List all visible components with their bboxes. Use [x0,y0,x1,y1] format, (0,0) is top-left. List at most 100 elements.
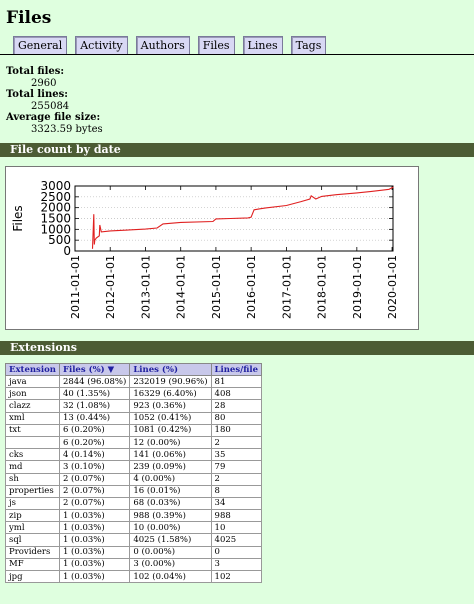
files-cell: 1 (0.03%) [58,533,131,547]
table-row: clazz 32 (1.08%) 923 (0.36%) 28 [5,399,263,413]
ext-cell: txt [5,423,60,437]
ext-cell: sql [5,533,60,547]
section-file-count: File count by date [0,143,474,157]
files-cell: 2844 (96.08%) [58,374,131,389]
tab-lines[interactable]: Lines [242,36,283,55]
table-row: Providers 1 (0.03%) 0 (0.00%) 0 [5,545,263,559]
table-row: md 3 (0.10%) 239 (0.09%) 79 [5,460,263,474]
ext-cell: clazz [5,399,60,413]
tab-files[interactable]: Files [197,36,235,55]
table-row: properties 2 (0.07%) 16 (0.01%) 8 [5,484,263,498]
header-divider [0,54,474,55]
stat-total-files-label: Total files: [6,66,65,77]
lines-per-file-cell: 34 [210,496,263,511]
ext-cell: sh [5,472,60,486]
lines-cell: 232019 (90.96%) [129,374,212,389]
col-extension[interactable]: Extension [5,363,60,376]
table-row: sql 1 (0.03%) 4025 (1.58%) 4025 [5,533,263,547]
lines-per-file-cell: 408 [210,387,263,401]
ext-cell [5,435,60,450]
ext-cell: xml [5,411,60,425]
y-tick-label: 3000 [40,179,71,193]
files-cell: 40 (1.35%) [58,387,131,401]
table-row: txt 6 (0.20%) 1081 (0.42%) 180 [5,423,263,437]
files-cell: 4 (0.14%) [58,448,131,462]
table-row: cks 4 (0.14%) 141 (0.06%) 35 [5,448,263,462]
table-row: MF 1 (0.03%) 3 (0.00%) 3 [5,557,263,572]
ext-cell: zip [5,509,60,523]
lines-cell: 0 (0.00%) [129,545,212,559]
files-cell: 13 (0.44%) [58,411,131,425]
ext-cell: md [5,460,60,474]
y-tick-label: 500 [48,233,71,247]
lines-per-file-cell: 28 [210,399,263,413]
sort-desc-icon: ▼ [107,364,115,375]
files-cell: 2 (0.07%) [58,496,131,511]
col-lines[interactable]: Lines (%) [129,363,212,376]
stat-avg-size-value: 3323.59 bytes [31,123,103,135]
lines-cell: 10 (0.00%) [129,521,212,535]
ext-cell: cks [5,448,60,462]
table-row: sh 2 (0.07%) 4 (0.00%) 2 [5,472,263,486]
section-extensions: Extensions [0,341,474,355]
files-cell: 2 (0.07%) [58,472,131,486]
files-cell: 1 (0.03%) [58,521,131,535]
table-row: 6 (0.20%) 12 (0.00%) 2 [5,435,263,450]
tab-activity[interactable]: Activity [75,36,128,55]
series-line [91,186,394,249]
lines-per-file-cell: 35 [210,448,263,462]
y-tick-label: 2000 [40,201,71,215]
lines-per-file-cell: 79 [210,460,263,474]
table-row: js 2 (0.07%) 68 (0.03%) 34 [5,496,263,511]
x-tick-label: 2012-01-01 [104,255,117,319]
lines-per-file-cell: 8 [210,484,263,498]
lines-cell: 3 (0.00%) [129,557,212,572]
x-tick-label: 2015-01-01 [210,255,223,319]
col-files[interactable]: Files (%) ▼ [58,363,131,376]
table-row: yml 1 (0.03%) 10 (0.00%) 10 [5,521,263,535]
lines-cell: 1052 (0.41%) [129,411,212,425]
x-tick-label: 2014-01-01 [175,255,188,319]
ext-cell: Providers [5,545,60,559]
files-cell: 1 (0.03%) [58,509,131,523]
stat-total-lines-label: Total lines: [6,89,68,100]
tab-tags[interactable]: Tags [290,36,327,55]
page-title: Files [6,8,52,28]
lines-per-file-cell: 180 [210,423,263,437]
lines-cell: 4025 (1.58%) [129,533,212,547]
table-row: xml 13 (0.44%) 1052 (0.41%) 80 [5,411,263,425]
plot-frame [74,185,394,252]
table-row: json 40 (1.35%) 16329 (6.40%) 408 [5,387,263,401]
extensions-table: Extension Files (%) ▼ Lines (%) Lines/fi… [5,363,263,584]
lines-cell: 923 (0.36%) [129,399,212,413]
col-lines-per-file[interactable]: Lines/file [210,363,263,376]
lines-cell: 988 (0.39%) [129,509,212,523]
tab-general[interactable]: General [13,36,68,55]
files-cell: 3 (0.10%) [58,460,131,474]
table-row: zip 1 (0.03%) 988 (0.39%) 988 [5,509,263,523]
lines-per-file-cell: 80 [210,411,263,425]
y-tick-label: 0 [63,244,71,258]
ext-cell: java [5,374,60,389]
files-cell: 32 (1.08%) [58,399,131,413]
lines-per-file-cell: 0 [210,545,263,559]
x-tick-label: 2016-01-01 [245,255,258,319]
lines-cell: 68 (0.03%) [129,496,212,511]
ext-cell: js [5,496,60,511]
lines-cell: 16 (0.01%) [129,484,212,498]
table-row: java 2844 (96.08%) 232019 (90.96%) 81 [5,374,263,389]
lines-cell: 16329 (6.40%) [129,387,212,401]
tab-authors[interactable]: Authors [135,36,190,55]
nav-tabs: General Activity Authors Files Lines Tag… [13,36,327,55]
stats-block: Total files: 2960 Total lines: 255084 Av… [6,66,103,135]
x-tick-label: 2020-01-01 [386,255,399,319]
y-axis-label: Files [11,205,25,231]
ext-cell: json [5,387,60,401]
table-row: jpg 1 (0.03%) 102 (0.04%) 102 [5,569,263,584]
lines-cell: 102 (0.04%) [129,569,212,584]
file-count-chart: 0 500 1000 1500 2000 2500 3000 2011-01-01 2012-0… [5,166,419,330]
lines-per-file-cell: 81 [210,374,263,389]
ext-cell: properties [5,484,60,498]
lines-cell: 239 (0.09%) [129,460,212,474]
